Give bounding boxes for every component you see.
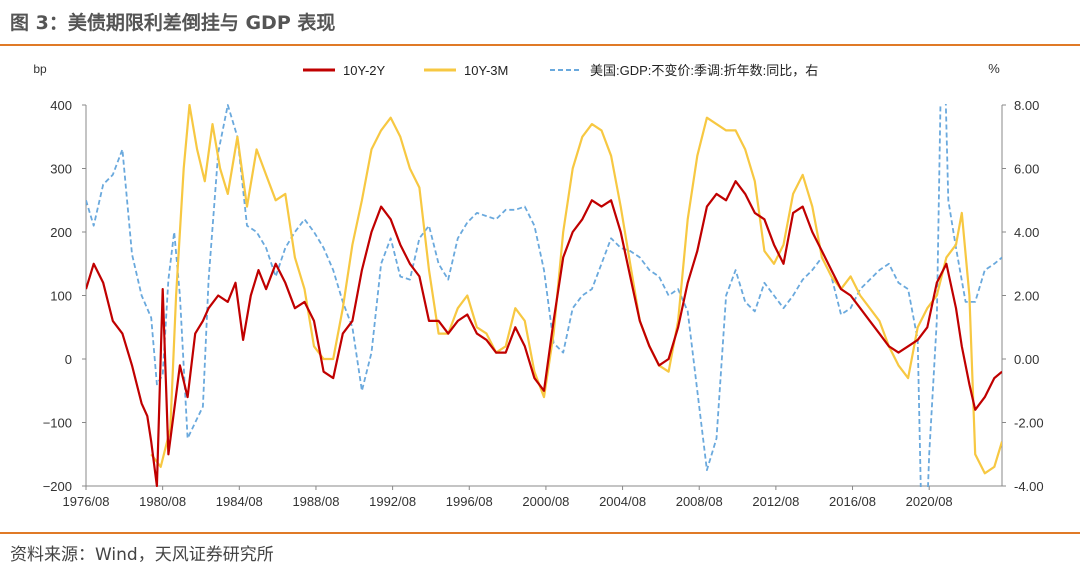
series-line-gdp-yoy (86, 104, 1002, 487)
left-axis-unit: bp (33, 62, 47, 76)
title-rule (0, 44, 1080, 46)
x-tick-label: 1984/08 (216, 494, 263, 509)
legend-10y-2y-label: 10Y-2Y (343, 63, 385, 78)
right-tick-label: 4.00 (1014, 225, 1039, 240)
left-tick-label: −200 (43, 479, 72, 494)
right-tick-label: 2.00 (1014, 289, 1039, 304)
source-note: 资料来源：Wind，天风证券研究所 (10, 545, 274, 565)
x-tick-label: 1980/08 (139, 494, 186, 509)
left-tick-label: 100 (50, 289, 72, 304)
left-tick-label: −100 (43, 416, 72, 431)
x-tick-label: 2020/08 (906, 494, 953, 509)
left-tick-label: 0 (65, 352, 72, 367)
x-tick-label: 1996/08 (446, 494, 493, 509)
left-tick-label: 300 (50, 162, 72, 177)
x-tick-label: 1976/08 (63, 494, 110, 509)
legend-gdp-yoy-label: 美国:GDP:不变价:季调:折年数:同比，右 (590, 63, 818, 78)
right-tick-label: 0.00 (1014, 352, 1039, 367)
left-tick-label: 400 (50, 98, 72, 113)
x-tick-label: 2012/08 (752, 494, 799, 509)
figure-title: 图 3：美债期限利差倒挂与 GDP 表现 (10, 12, 336, 34)
x-tick-label: 1988/08 (292, 494, 339, 509)
x-tick-label: 2016/08 (829, 494, 876, 509)
right-tick-label: 6.00 (1014, 162, 1039, 177)
left-tick-label: 200 (50, 225, 72, 240)
x-tick-label: 2008/08 (676, 494, 723, 509)
series-line-10y-3m (150, 104, 1002, 475)
right-tick-label: -4.00 (1014, 479, 1044, 494)
legend: 10Y-2Y 10Y-3M 美国:GDP:不变价:季调:折年数:同比，右 (303, 63, 818, 78)
x-tick-label: 2004/08 (599, 494, 646, 509)
right-tick-label: 8.00 (1014, 98, 1039, 113)
legend-10y-3m-label: 10Y-3M (464, 63, 508, 78)
source-rule (0, 532, 1080, 534)
series-line-10y-2y (86, 180, 1002, 487)
right-tick-label: -2.00 (1014, 416, 1044, 431)
x-tick-label: 1992/08 (369, 494, 416, 509)
x-tick-label: 2000/08 (522, 494, 569, 509)
yield-spread-gdp-chart: 10Y-2Y 10Y-3M 美国:GDP:不变价:季调:折年数:同比，右 bp % … (33, 61, 1044, 509)
right-axis-unit: % (988, 61, 1000, 76)
axes: 400 300 200 100 0 −100 −200 8.00 6.00 4.00 2.00 0.0… (43, 98, 1044, 509)
series-layer (86, 104, 1002, 487)
